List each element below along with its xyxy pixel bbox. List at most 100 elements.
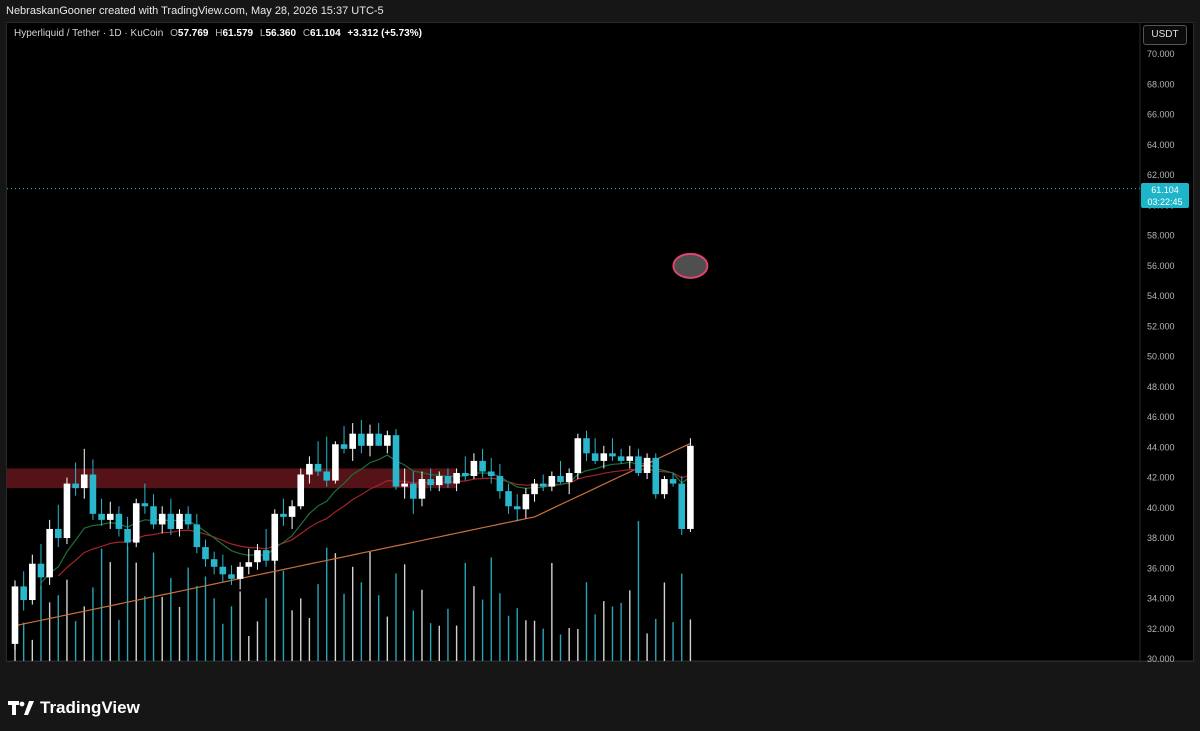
candle-body — [565, 473, 573, 483]
candle-body — [254, 550, 261, 563]
ohlc-legend: Hyperliquid / Tether · 1D · KuCoin O57.7… — [14, 28, 422, 39]
candle-body — [375, 433, 382, 446]
candle-body — [55, 528, 62, 539]
price-chart[interactable]: 70.00068.00066.00064.00062.00060.00058.0… — [7, 23, 1195, 663]
y-tick-label: 64.000 — [1147, 140, 1175, 150]
volume-bar — [351, 566, 354, 661]
volume-bar — [507, 615, 510, 661]
volume-bar — [74, 621, 77, 661]
y-tick-label: 48.000 — [1147, 382, 1175, 392]
y-tick-label: 42.000 — [1147, 473, 1175, 483]
volume-bar — [655, 618, 657, 661]
volume-bar — [274, 547, 276, 661]
volume-bar — [559, 634, 562, 661]
candle-body — [323, 471, 331, 481]
candle-body — [150, 506, 157, 525]
candle-body — [617, 456, 625, 461]
chart-pane[interactable]: 70.00068.00066.00064.00062.00060.00058.0… — [6, 22, 1195, 663]
candle-body — [184, 513, 192, 525]
candle-body — [496, 476, 504, 492]
y-tick-label: 66.000 — [1147, 110, 1175, 120]
candle-body — [539, 483, 547, 487]
volume-bar — [499, 593, 501, 661]
candle-body — [384, 435, 391, 446]
candle-body — [444, 476, 452, 484]
candle-body — [80, 474, 88, 489]
volume-bar — [533, 620, 536, 661]
candle-body — [548, 476, 556, 487]
volume-bar — [300, 598, 302, 661]
candle-body — [366, 433, 374, 446]
candle-body — [661, 479, 668, 495]
volume-bar — [585, 582, 588, 661]
y-tick-label: 70.000 — [1147, 49, 1175, 59]
volume-bar — [490, 557, 492, 661]
candle-body — [63, 483, 71, 539]
tradingview-logo[interactable]: TradingView — [8, 697, 140, 719]
candle-body — [167, 513, 175, 529]
volume-bar — [681, 573, 683, 661]
volume-bar — [412, 610, 415, 661]
candle-body — [358, 433, 365, 446]
volume-bar — [360, 582, 363, 661]
y-tick-label: 56.000 — [1147, 261, 1175, 271]
volume-bar — [308, 617, 311, 661]
candle-body — [132, 503, 140, 543]
volume-bar — [14, 641, 16, 661]
y-tick-label: 50.000 — [1147, 352, 1175, 362]
candle-body — [98, 513, 105, 520]
candle-body — [470, 460, 478, 477]
highlight-circle — [672, 252, 709, 279]
attribution-text: NebraskanGooner created with TradingView… — [6, 5, 384, 17]
volume-bar — [516, 608, 518, 661]
volume-bar — [377, 595, 380, 661]
volume-bar — [421, 589, 423, 661]
candle-body — [280, 513, 287, 517]
candle-body — [687, 445, 694, 529]
candle-body — [392, 435, 400, 487]
candle-body — [314, 463, 322, 472]
volume-bar — [100, 548, 103, 661]
volume-bar — [92, 587, 94, 661]
y-tick-label: 58.000 — [1147, 231, 1175, 241]
y-tick-label: 68.000 — [1147, 79, 1175, 89]
candle-body — [410, 483, 417, 499]
volume-bar — [256, 621, 259, 661]
volume-bar — [689, 619, 692, 661]
candle-body — [626, 456, 634, 461]
volume-bar — [663, 582, 666, 661]
currency-button[interactable]: USDT — [1143, 25, 1187, 45]
candle-body — [176, 513, 183, 529]
volume-bar — [135, 562, 137, 661]
candle-body — [678, 483, 686, 529]
candle-body — [236, 566, 244, 579]
volume-bar — [455, 625, 458, 661]
volume-bar — [481, 599, 484, 661]
volume-bar — [31, 639, 34, 661]
volume-bar — [542, 628, 544, 661]
candle-body — [297, 474, 305, 507]
volume-bar — [265, 598, 267, 661]
volume-bar — [438, 625, 440, 661]
high-label: H — [215, 28, 223, 39]
candle-body — [427, 479, 434, 486]
y-tick-label: 38.000 — [1147, 533, 1175, 543]
low-label: L — [259, 28, 266, 39]
candle-body — [513, 506, 521, 510]
candle-body — [461, 473, 469, 477]
candle-body — [531, 483, 538, 495]
y-tick-label: 44.000 — [1147, 442, 1175, 452]
volume-bar — [594, 614, 596, 661]
candle-body — [262, 550, 270, 561]
candle-body — [635, 456, 642, 473]
candle-body — [106, 513, 114, 520]
candle-body — [591, 453, 599, 461]
candle-body — [46, 528, 53, 578]
candle-body — [600, 453, 608, 461]
candle-body — [72, 483, 79, 489]
candle-body — [349, 433, 356, 449]
volume-bar — [222, 623, 224, 661]
volume-bar — [629, 590, 631, 661]
symbol-label[interactable]: Hyperliquid / Tether · 1D · KuCoin — [14, 28, 164, 39]
y-tick-label: 36.000 — [1147, 563, 1175, 573]
